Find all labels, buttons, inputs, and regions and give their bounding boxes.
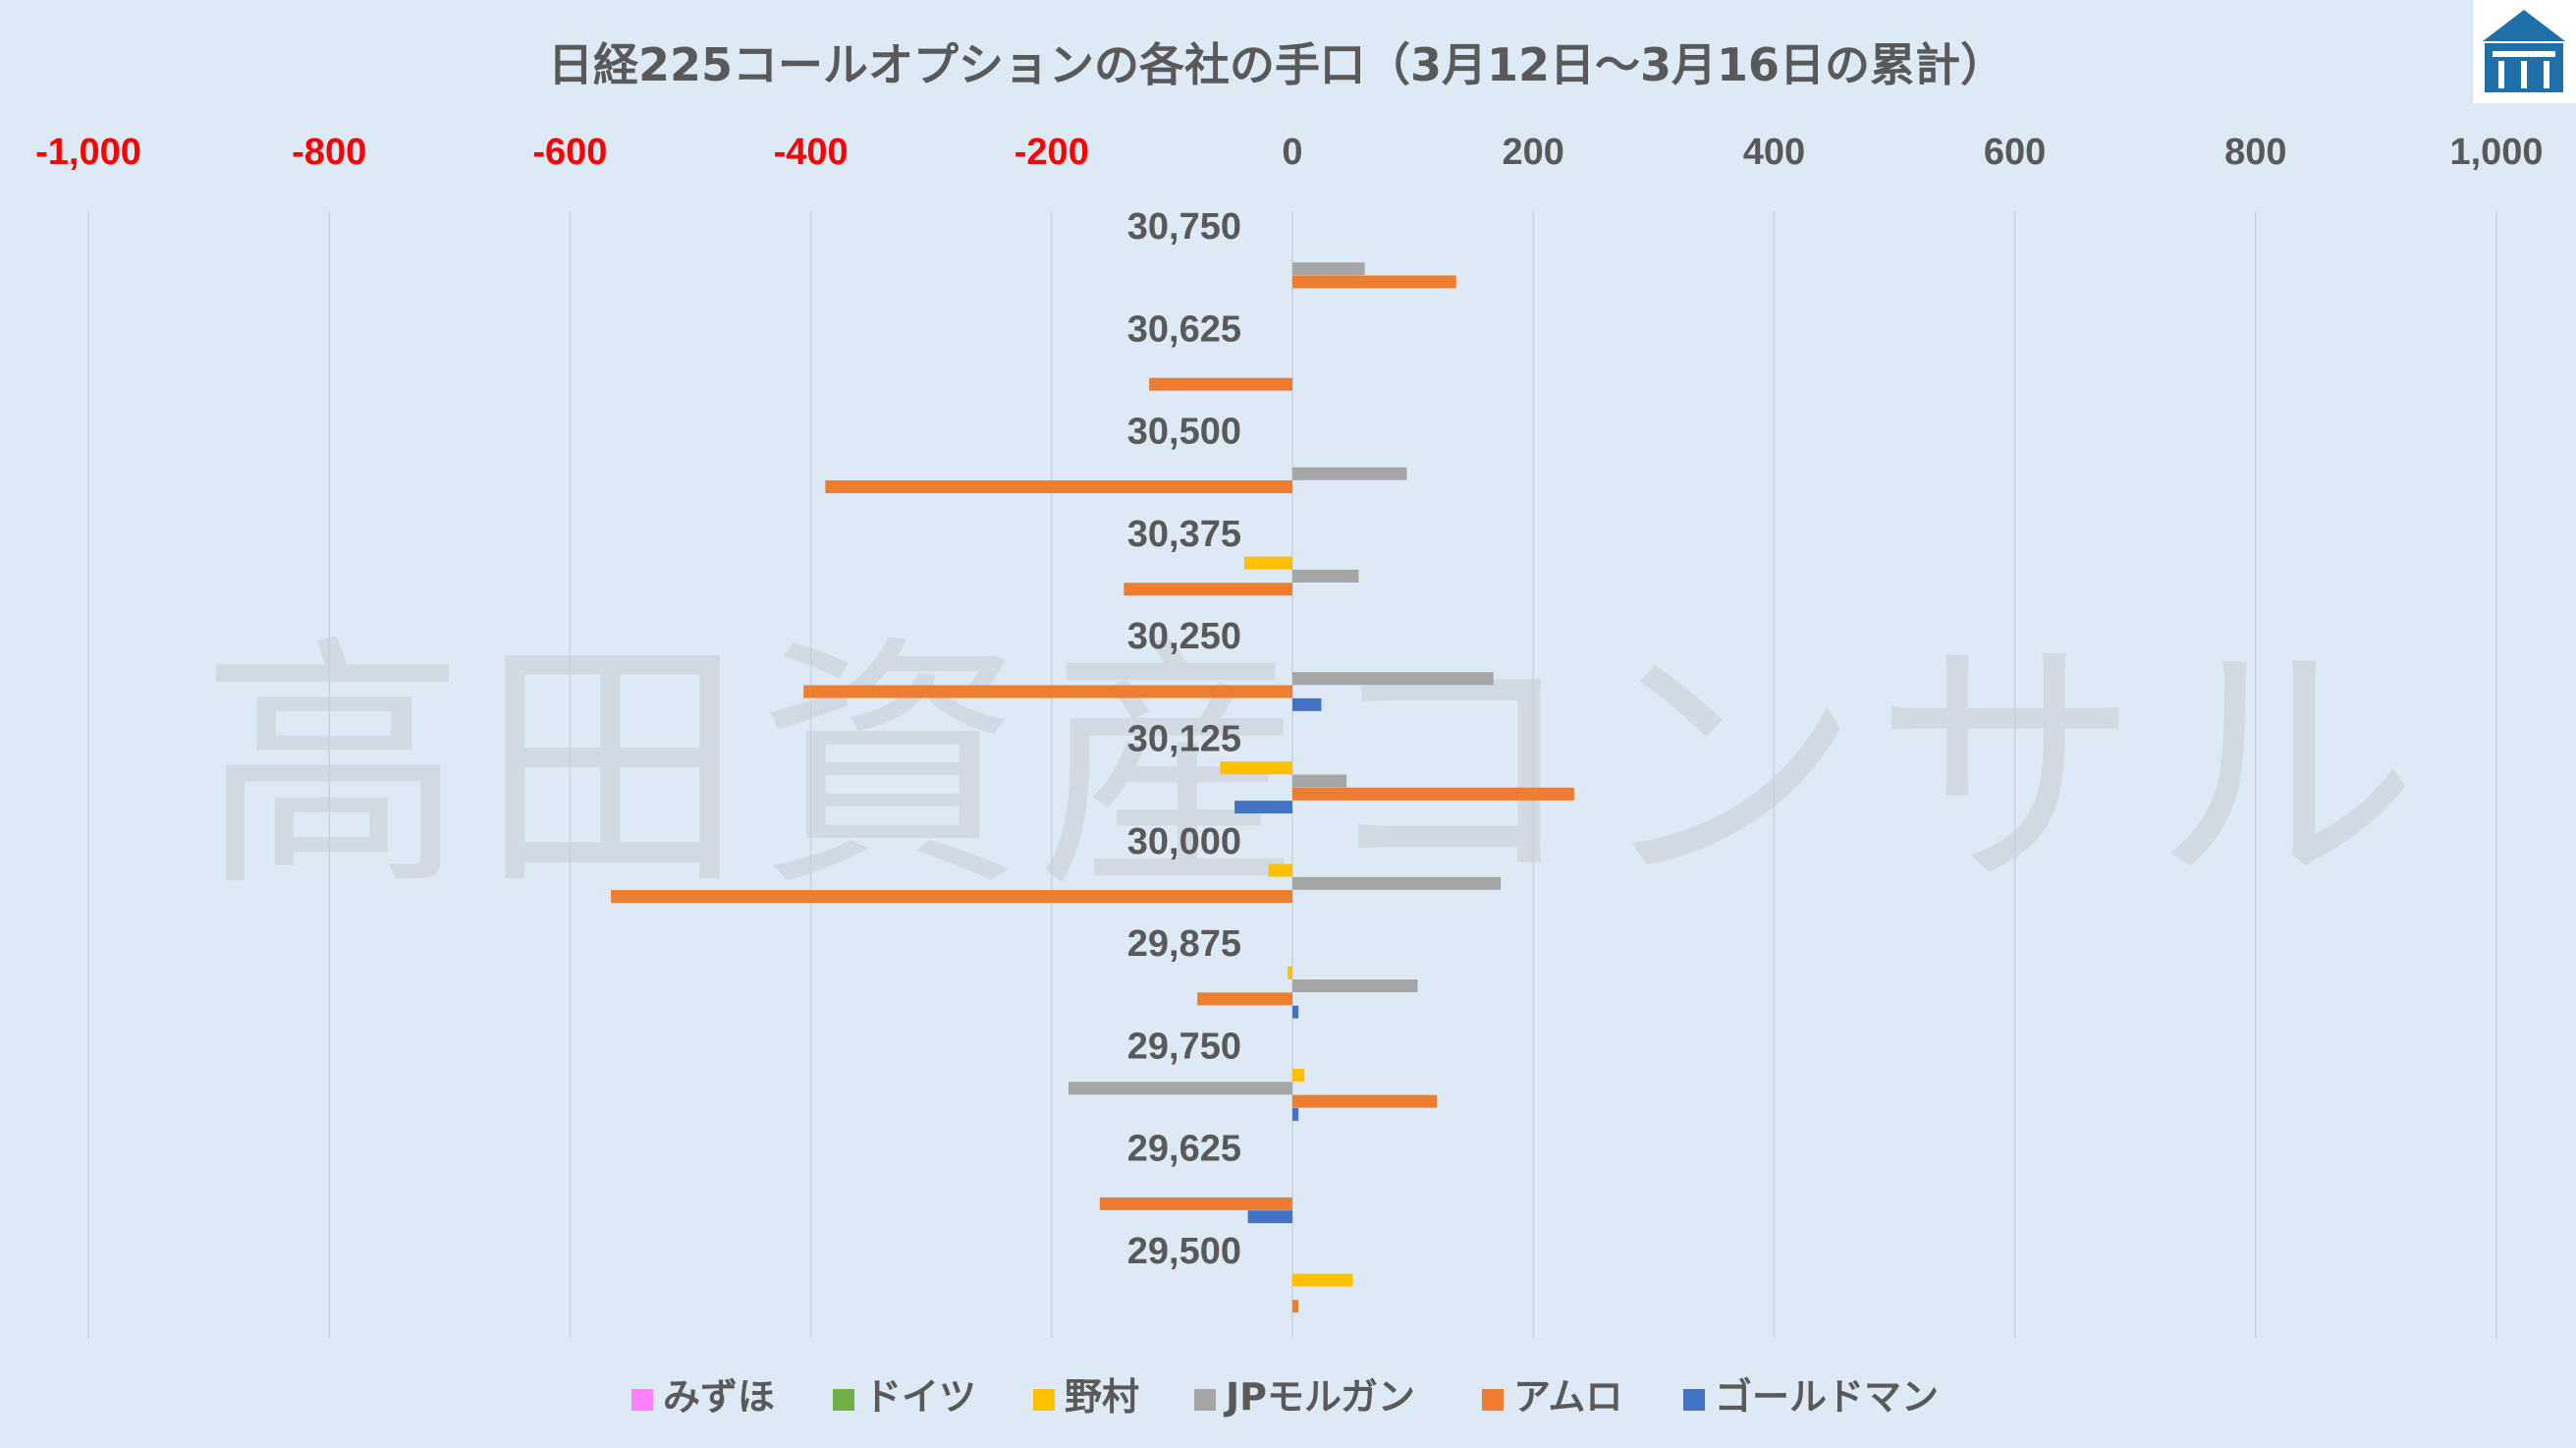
category-label: 29,750 (1127, 1026, 1241, 1067)
legend-label: ゴールドマン (1715, 1375, 1939, 1419)
legend-item: みずほ (631, 1375, 775, 1419)
bar-アムロ-29,625 (1099, 1197, 1292, 1210)
category-label: 30,000 (1127, 821, 1241, 863)
bar-アムロ-30,250 (803, 685, 1292, 698)
bar-ゴールドマン-29,750 (1292, 1107, 1299, 1121)
legend-label: 野村 (1065, 1375, 1139, 1419)
bar-アムロ-30,375 (1124, 583, 1292, 596)
bar-アムロ-29,750 (1292, 1094, 1438, 1108)
x-tick-label: -400 (774, 132, 849, 173)
category-label: 30,250 (1127, 616, 1241, 657)
bar-アムロ-30,125 (1292, 787, 1574, 801)
category-label: 30,750 (1127, 206, 1241, 248)
legend-item: ゴールドマン (1683, 1375, 1939, 1419)
category-label: 29,875 (1127, 923, 1241, 965)
bar-アムロ-30,625 (1149, 377, 1292, 391)
bar-JPモルガン-30,000 (1292, 876, 1502, 890)
legend-label: アムロ (1513, 1375, 1622, 1419)
bar-アムロ-29,875 (1197, 992, 1292, 1006)
bar-JPモルガン-30,750 (1292, 262, 1365, 276)
legend-label: みずほ (663, 1375, 775, 1419)
bar-JPモルガン-30,125 (1292, 774, 1347, 788)
category-labels: 30,750 30,625 30,500 30,375 30,250 30,125 30,0… (1127, 206, 1241, 1272)
legend: みずほ ドイツ 野村 JPモルガン アムロ ゴールドマン (631, 1375, 1939, 1419)
x-tick-label: 800 (2224, 132, 2286, 173)
category-label: 29,625 (1127, 1129, 1241, 1170)
legend-label: JPモルガン (1223, 1375, 1415, 1419)
x-tick-label: -1,000 (35, 132, 141, 173)
bar-アムロ-30,000 (611, 890, 1292, 904)
legend-item: JPモルガン (1194, 1375, 1415, 1419)
bars (611, 262, 1574, 1313)
bar-野村-29,875 (1288, 966, 1292, 979)
bar-JPモルガン-30,500 (1292, 467, 1407, 480)
legend-swatch (631, 1389, 653, 1411)
bar-JPモルガン-30,250 (1292, 672, 1494, 686)
legend-swatch (1194, 1389, 1216, 1411)
category-label: 29,500 (1127, 1231, 1241, 1272)
bar-野村-30,375 (1243, 556, 1292, 570)
category-label: 30,375 (1127, 514, 1241, 555)
bar-野村-30,000 (1268, 863, 1292, 877)
bar-野村-29,500 (1292, 1273, 1353, 1287)
category-label: 30,125 (1127, 719, 1241, 760)
legend-swatch (833, 1389, 854, 1411)
bar-野村-29,750 (1292, 1069, 1305, 1083)
x-tick-label: -200 (1014, 132, 1089, 173)
chart-title: 日経225コールオプションの各社の手口（3月12日～3月16日の累計） (548, 38, 2005, 91)
bar-ゴールドマン-30,125 (1234, 801, 1292, 814)
bar-アムロ-29,500 (1292, 1300, 1299, 1313)
watermark: 高田資産コンサル (200, 613, 2432, 922)
x-tick-label: -600 (532, 132, 607, 173)
x-tick-label: -800 (292, 132, 366, 173)
svg-text:高田資産コンサル: 高田資産コンサル (200, 613, 2432, 922)
bar-JPモルガン-30,375 (1292, 569, 1359, 583)
bar-ゴールドマン-30,250 (1292, 697, 1322, 711)
legend-item: アムロ (1482, 1375, 1622, 1419)
x-axis-ticks: -1,000 -800 -600 -400 -200 0 200 400 600 800 1,000 (35, 132, 2543, 173)
x-tick-label: 0 (1282, 132, 1302, 173)
bar-ゴールドマン-29,875 (1292, 1005, 1299, 1019)
legend-item: 野村 (1033, 1375, 1139, 1419)
legend-label: ドイツ (864, 1375, 976, 1419)
legend-swatch (1033, 1389, 1055, 1411)
legend-swatch (1683, 1389, 1705, 1411)
bar-アムロ-30,500 (825, 479, 1292, 493)
bar-ゴールドマン-29,625 (1247, 1210, 1292, 1224)
category-label: 30,625 (1127, 308, 1241, 350)
bar-JPモルガン-29,875 (1292, 979, 1418, 993)
x-tick-label: 600 (1984, 132, 2046, 173)
legend-item: ドイツ (833, 1375, 976, 1419)
legend-swatch (1482, 1389, 1504, 1411)
category-label: 30,500 (1127, 412, 1241, 453)
bar-JPモルガン-29,750 (1068, 1082, 1292, 1095)
bar-アムロ-30,750 (1292, 275, 1456, 289)
logo-icon (2473, 0, 2576, 103)
bar-野村-30,125 (1220, 761, 1292, 775)
x-tick-label: 200 (1502, 132, 1563, 173)
x-tick-label: 400 (1743, 132, 1805, 173)
x-tick-label: 1,000 (2449, 132, 2543, 173)
